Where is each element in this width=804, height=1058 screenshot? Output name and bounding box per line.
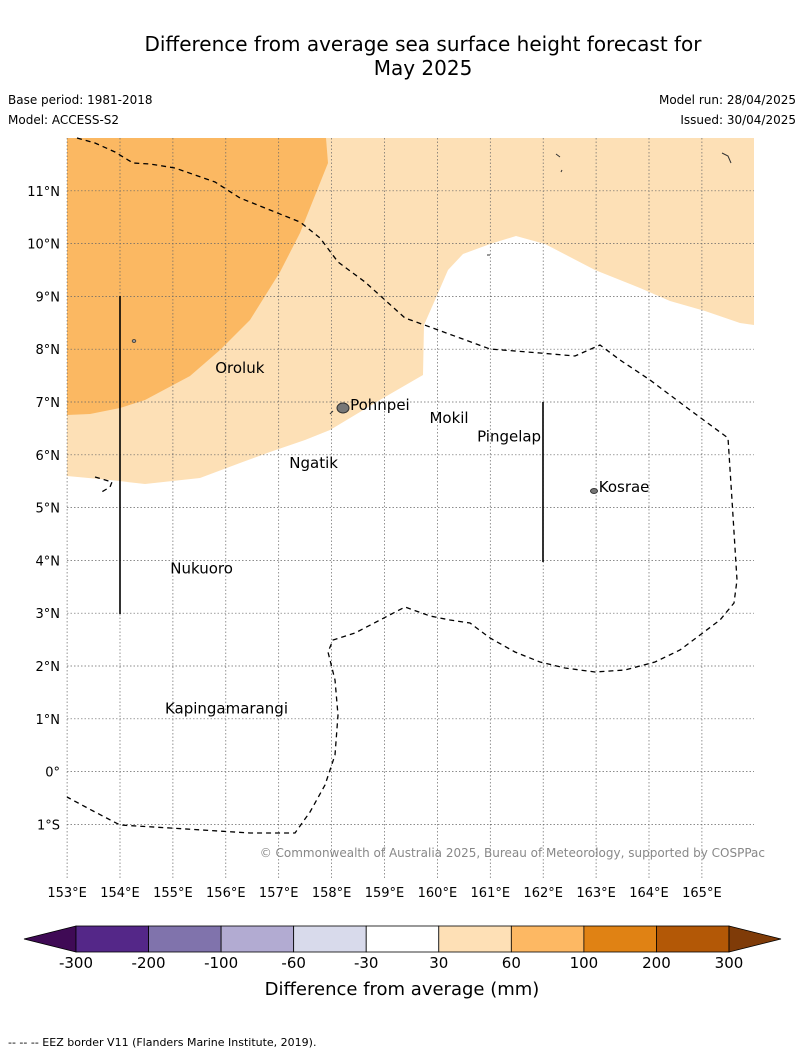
place-label: Mokil bbox=[429, 409, 468, 427]
issued-date: Issued: 30/04/2025 bbox=[680, 113, 796, 127]
place-label: Pohnpei bbox=[350, 396, 410, 414]
pohnpei-reef bbox=[329, 410, 334, 415]
latitude-label: 1°S bbox=[37, 818, 60, 833]
colorbar-tick-label: 30 bbox=[429, 954, 448, 972]
title-line-2: May 2025 bbox=[373, 56, 473, 80]
longitude-labels: 153°E 154°E 155°E 156°E 157°E 158°E 159°E 160°E… bbox=[47, 886, 721, 901]
colorbar-segment bbox=[438, 925, 512, 953]
colorbar-tick-label: 100 bbox=[570, 954, 599, 972]
latitude-label: 6°N bbox=[36, 449, 61, 464]
atoll-islet-nw bbox=[555, 153, 563, 173]
colorbar-tick-label: -100 bbox=[204, 954, 238, 972]
graticule bbox=[66, 138, 754, 878]
colorbar-tick-label: -300 bbox=[59, 954, 93, 972]
colorbar-extend-high bbox=[728, 925, 782, 953]
longitude-label: 164°E bbox=[629, 886, 669, 901]
colorbar-tick-label: -30 bbox=[354, 954, 379, 972]
colorbar-title: Difference from average (mm) bbox=[265, 979, 540, 1000]
colorbar-segment bbox=[220, 925, 295, 953]
longitude-label: 161°E bbox=[471, 886, 511, 901]
colorbar-segment bbox=[510, 925, 585, 953]
latitude-label: 5°N bbox=[36, 502, 61, 517]
model-name: Model: ACCESS-S2 bbox=[8, 113, 120, 127]
longitude-label: 162°E bbox=[523, 886, 563, 901]
map-title: Difference from average sea surface heig… bbox=[0, 32, 804, 80]
colorbar-tick-label: 300 bbox=[715, 954, 744, 972]
latitude-label: 8°N bbox=[36, 343, 61, 358]
place-label: Kapingamarangi bbox=[165, 700, 288, 718]
colorbar-tick-label: 60 bbox=[502, 954, 521, 972]
colorbar-tick-label: 200 bbox=[642, 954, 671, 972]
title-line-1: Difference from average sea surface heig… bbox=[144, 32, 702, 56]
latitude-label: 7°N bbox=[36, 396, 61, 411]
longitude-label: 160°E bbox=[418, 886, 458, 901]
latitude-label: 2°N bbox=[36, 660, 61, 675]
latitude-label: 3°N bbox=[36, 607, 61, 622]
colorbar-segment bbox=[293, 925, 367, 953]
latitude-label: 0° bbox=[45, 766, 60, 781]
map-figure: Oroluk Pohnpei Mokil Pingelap Ngatik Kosrae Nu… bbox=[23, 137, 782, 1000]
model-run: Model run: 28/04/2025 bbox=[658, 93, 796, 107]
place-label: Nukuoro bbox=[170, 560, 233, 578]
longitude-label: 157°E bbox=[259, 886, 299, 901]
place-labels: Oroluk Pohnpei Mokil Pingelap Ngatik Kosrae Nu… bbox=[165, 359, 649, 718]
longitude-label: 154°E bbox=[100, 886, 140, 901]
place-label: Ngatik bbox=[289, 454, 338, 472]
eez-border-west bbox=[94, 476, 113, 494]
atoll-islet bbox=[131, 339, 137, 343]
colorbar-extend-low bbox=[23, 925, 77, 953]
colorbar-segment bbox=[656, 925, 730, 953]
place-label: Oroluk bbox=[215, 359, 264, 377]
colorbar-tick-label: -200 bbox=[132, 954, 166, 972]
colorbar-segment bbox=[365, 925, 440, 953]
colorbar-segment bbox=[148, 925, 222, 953]
place-label: Kosrae bbox=[599, 478, 650, 496]
latitude-label: 9°N bbox=[36, 290, 61, 305]
latitude-label: 10°N bbox=[27, 238, 60, 253]
colorbar-segment bbox=[583, 925, 657, 953]
kosrae-island bbox=[590, 488, 598, 494]
latitude-label: 1°N bbox=[36, 713, 61, 728]
longitude-label: 158°E bbox=[312, 886, 352, 901]
boundary-lines bbox=[119, 296, 544, 614]
longitude-label: 153°E bbox=[47, 886, 87, 901]
latitude-labels: 11°N 10°N 9°N 8°N 7°N 6°N 5°N 4°N 3°N 2°N 1°N 0° 1°S bbox=[27, 185, 60, 834]
atoll-islet-ne bbox=[721, 152, 732, 164]
base-period: Base period: 1981-2018 bbox=[8, 93, 153, 107]
longitude-label: 155°E bbox=[153, 886, 193, 901]
longitude-label: 156°E bbox=[206, 886, 246, 901]
place-label: Pingelap bbox=[477, 428, 541, 446]
latitude-label: 11°N bbox=[27, 185, 60, 200]
map-area bbox=[67, 138, 754, 484]
colorbar: -300 -200 -100 -60 -30 30 60 100 200 300 bbox=[23, 925, 782, 972]
longitude-label: 165°E bbox=[682, 886, 722, 901]
pohnpei-island bbox=[336, 402, 350, 414]
longitude-label: 163°E bbox=[576, 886, 616, 901]
copyright-text: © Commonwealth of Australia 2025, Bureau… bbox=[260, 846, 765, 860]
eez-legend: -- -- -- EEZ border V11 (Flanders Marine… bbox=[8, 1036, 317, 1049]
colorbar-tick-label: -60 bbox=[281, 954, 306, 972]
longitude-label: 159°E bbox=[365, 886, 405, 901]
islands bbox=[131, 152, 732, 494]
eez-borders bbox=[66, 137, 738, 834]
latitude-label: 4°N bbox=[36, 554, 61, 569]
colorbar-segment bbox=[75, 925, 149, 953]
